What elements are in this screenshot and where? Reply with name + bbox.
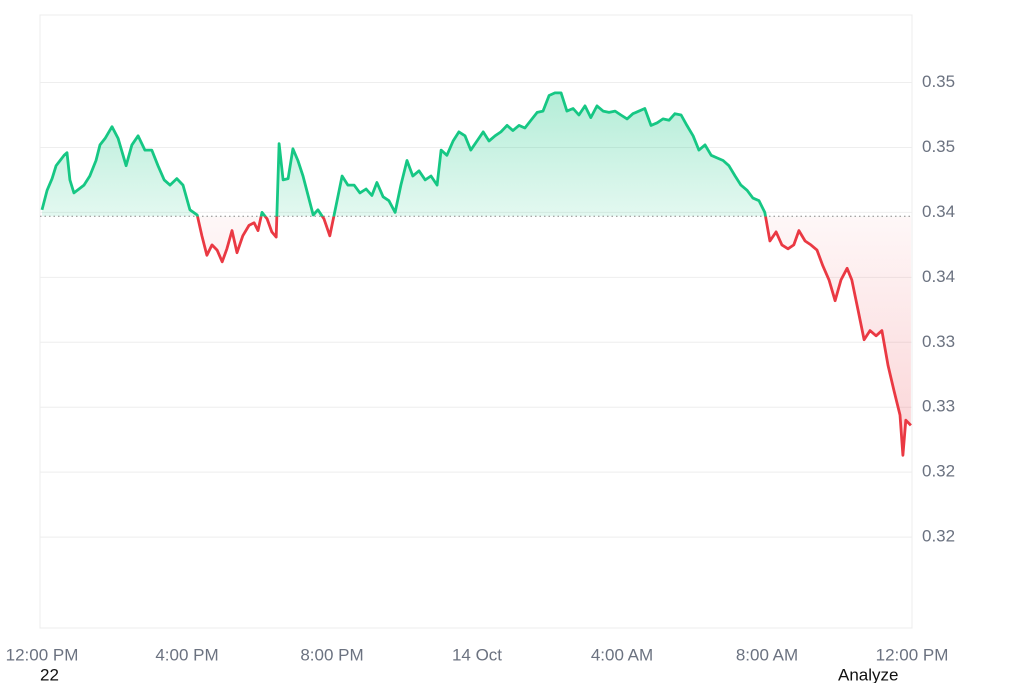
- y-tick-label: 0.34: [922, 267, 955, 286]
- x-tick-label: 12:00 PM: [876, 645, 949, 664]
- y-tick-label: 0.32: [922, 462, 955, 481]
- price-line: [40, 91, 912, 457]
- y-tick-label: 0.33: [922, 397, 955, 416]
- footer-right[interactable]: Analyze: [838, 665, 898, 683]
- x-tick-label: 8:00 PM: [300, 645, 363, 664]
- x-tick-label: 12:00 PM: [6, 645, 79, 664]
- y-tick-label: 0.33: [922, 332, 955, 351]
- x-tick-label: 8:00 AM: [736, 645, 798, 664]
- y-tick-label: 0.32: [922, 527, 955, 546]
- x-tick-label: 4:00 PM: [155, 645, 218, 664]
- y-tick-label: 0.35: [922, 137, 955, 156]
- x-tick-label: 14 Oct: [452, 645, 502, 664]
- plot-frame: [39, 14, 913, 629]
- y-tick-label: 0.34: [922, 202, 955, 221]
- area: [42, 92, 911, 456]
- x-tick-label: 4:00 AM: [591, 645, 653, 664]
- y-tick-label: 0.35: [922, 72, 955, 91]
- footer-left: 22: [40, 665, 59, 683]
